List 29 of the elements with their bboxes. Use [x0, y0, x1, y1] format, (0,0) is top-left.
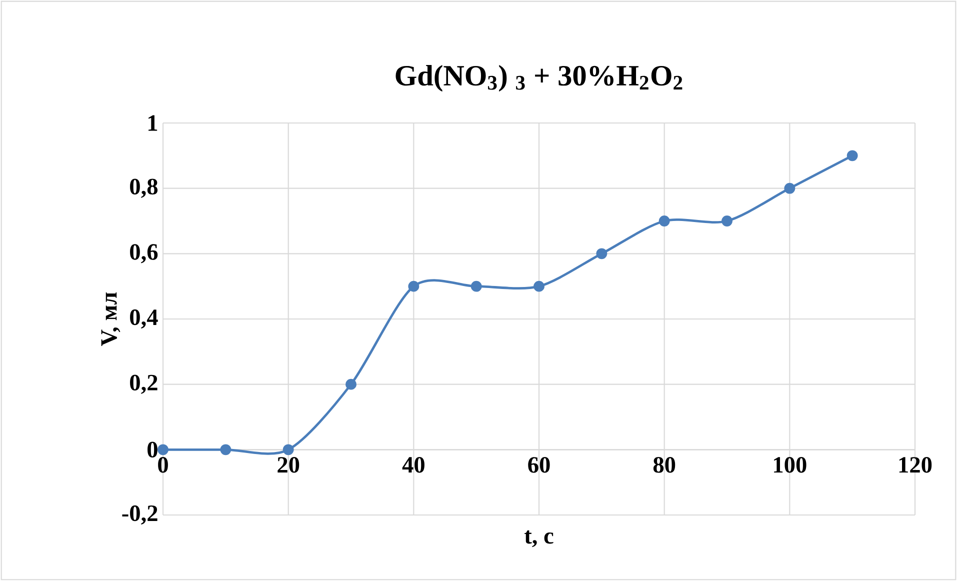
- point: [408, 280, 420, 292]
- y-tick-label: 1: [148, 115, 158, 131]
- chart-title: Gd(NO$_{3}$) $_{3}$ + 30%H$_{2}$O$_{2}$: [396, 65, 682, 92]
- point: [658, 216, 670, 226]
- x-tick-label: 0: [158, 457, 168, 473]
- point: [158, 444, 168, 456]
- point: [470, 280, 482, 292]
- x-tick-label: 20: [278, 457, 300, 473]
- point: [596, 248, 608, 260]
- y-tick-label: -0,2: [122, 505, 158, 525]
- x-axis-title: t, с: [524, 530, 554, 548]
- x-tick-label: 120: [899, 457, 932, 473]
- point: [220, 444, 232, 456]
- point: [784, 182, 796, 194]
- y-axis-title: V, мл: [101, 292, 120, 346]
- y-tick-label: 0: [148, 442, 158, 458]
- x-tick-label: 80: [653, 457, 676, 473]
- x-tick-label: 60: [528, 457, 550, 473]
- y-tick-label: 0,6: [130, 244, 158, 264]
- x-tick-label: 40: [402, 457, 424, 473]
- point: [846, 150, 858, 162]
- x-tick-label: 100: [774, 457, 806, 473]
- point: [282, 444, 294, 456]
- y-tick-label: 0,8: [130, 178, 158, 198]
- point: [722, 216, 732, 226]
- point: [346, 378, 356, 390]
- y-tick-label: 0,2: [130, 374, 158, 394]
- y-tick-label: 0,4: [130, 309, 158, 329]
- point: [534, 280, 544, 292]
